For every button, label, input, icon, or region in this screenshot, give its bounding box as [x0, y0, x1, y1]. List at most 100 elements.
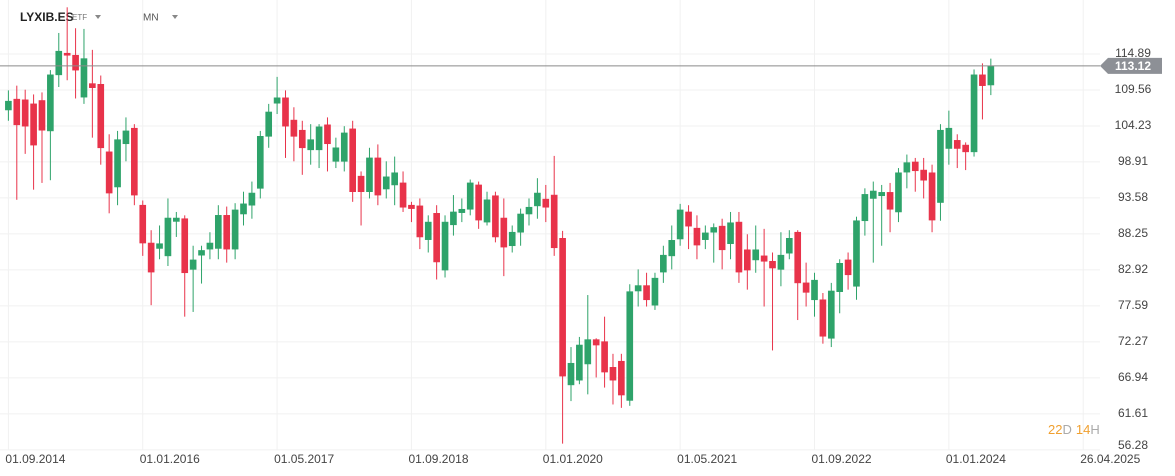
candle-body [324, 124, 331, 145]
candle-body [433, 213, 440, 263]
candle-body [450, 211, 457, 226]
y-tick-label: 88.25 [1118, 226, 1148, 240]
candle-body [693, 227, 701, 246]
candle-body [114, 139, 121, 188]
candle-body [475, 184, 482, 221]
candle-body [836, 262, 844, 292]
candle-body [827, 290, 835, 339]
candle-body [72, 54, 79, 71]
candle-body [89, 83, 96, 88]
candle-body [668, 240, 676, 257]
candle-body [492, 195, 499, 238]
x-tick-label: 01.09.2022 [812, 452, 872, 466]
candle-body [676, 209, 684, 240]
countdown: 22D 14H [1048, 422, 1100, 437]
x-tick-label: 01.09.2018 [408, 452, 468, 466]
candle-body [223, 215, 231, 250]
candle-body [206, 242, 214, 250]
candle-body [105, 151, 113, 194]
candle-body [785, 238, 793, 254]
candle-body [38, 100, 46, 131]
candle-body [727, 222, 734, 245]
x-tick-label: 01.01.2020 [543, 452, 603, 466]
countdown-part: 14 [1076, 422, 1090, 437]
y-tick-label: 77.59 [1118, 298, 1148, 312]
candle-body [660, 254, 667, 273]
candle-body [903, 162, 911, 173]
symbol: LYXIB.ES [20, 10, 74, 24]
countdown-part: D [1062, 422, 1071, 437]
candle-body [282, 97, 289, 127]
candle-body [550, 194, 558, 249]
candle-body [542, 198, 550, 208]
y-tick-label: 72.27 [1118, 334, 1148, 348]
candle-body [861, 194, 869, 222]
candle-body [979, 74, 986, 86]
candle-body [357, 175, 365, 192]
candle-body [937, 129, 944, 203]
candle-body [878, 192, 886, 197]
candle-body [47, 74, 54, 132]
candle-body [382, 176, 390, 190]
candle-body [181, 218, 189, 274]
candle-body [584, 339, 592, 365]
candle-body [55, 50, 63, 76]
candle-body [374, 157, 382, 196]
x-tick-label: 26.04.2025 [1080, 452, 1140, 466]
y-tick-label: 93.58 [1118, 190, 1148, 204]
last-price-tag [1100, 57, 1162, 74]
candle-body [794, 231, 802, 284]
candle-body [651, 277, 659, 306]
instrument-type: ETF [72, 13, 87, 22]
countdown-part: 22 [1048, 422, 1062, 437]
candle-body [508, 231, 516, 247]
candle-body [987, 65, 995, 86]
candle-body [853, 220, 860, 287]
candle-body [618, 360, 625, 396]
candle-body [710, 227, 718, 233]
candle-body [592, 339, 600, 346]
last-price-label: 113.12 [1115, 59, 1151, 73]
x-tick-label: 01.05.2021 [677, 452, 737, 466]
candle-body [920, 169, 927, 181]
candle-body [567, 362, 575, 386]
y-tick-label: 61.61 [1118, 406, 1148, 420]
candle-body [735, 221, 743, 273]
candle-body [21, 99, 29, 127]
candle-body [886, 192, 894, 210]
candle-body [483, 199, 491, 223]
timeframe-dropdown[interactable] [172, 15, 178, 19]
candle-body [164, 217, 172, 257]
candle-body [273, 97, 281, 104]
candle-body [307, 139, 315, 151]
candle-body [214, 215, 222, 249]
candle-body [147, 242, 155, 273]
candle-body [634, 285, 642, 292]
x-tick-label: 01.01.2024 [946, 452, 1006, 466]
candle-body [601, 341, 608, 373]
y-tick-label: 98.91 [1118, 154, 1148, 168]
candle-body [416, 205, 424, 238]
candle-body [458, 208, 466, 213]
candle-body [769, 260, 776, 269]
candle-body [559, 238, 566, 377]
candle-body [517, 213, 524, 233]
candle-body [685, 211, 692, 227]
candle-body [408, 204, 415, 209]
candle-body [811, 279, 818, 301]
candle-body [962, 144, 969, 153]
candle-body [777, 254, 785, 270]
candle-body [5, 100, 12, 111]
candle-body [424, 221, 432, 240]
symbol-dropdown[interactable] [95, 15, 101, 19]
candle-body [500, 217, 508, 248]
timeframe[interactable]: MN [143, 13, 159, 24]
candle-body [525, 206, 533, 215]
candle-body [609, 367, 617, 381]
y-tick-label: 109.56 [1115, 82, 1152, 96]
candle-body [718, 225, 726, 251]
candle-body [131, 127, 138, 196]
candle-body [240, 203, 247, 215]
candle-body [231, 209, 239, 250]
